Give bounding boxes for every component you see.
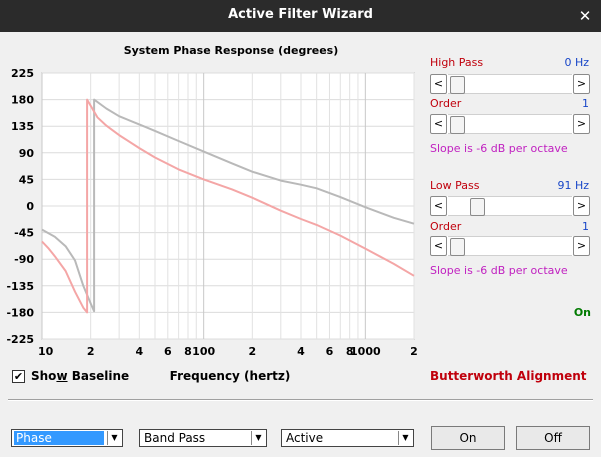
y-tick-label: 225 — [11, 67, 34, 80]
low-pass-label: Low Pass — [430, 179, 480, 192]
chevron-down-icon[interactable]: ▼ — [107, 431, 121, 445]
x-tick-label: 8 — [184, 345, 192, 358]
y-tick-label: 0 — [26, 200, 34, 213]
mode-select-value: Active — [286, 431, 324, 445]
y-tick-label: 135 — [11, 120, 34, 133]
show-baseline-checkbox[interactable]: ✔ Show Baseline — [12, 369, 129, 383]
x-tick-label: 6 — [326, 345, 334, 358]
high-pass-slope: Slope is -6 dB per octave — [430, 142, 568, 155]
high-pass-slider[interactable]: < > — [430, 74, 590, 94]
high-pass-value: 0 Hz — [564, 56, 589, 69]
x-axis-label: Frequency (hertz) — [169, 369, 291, 383]
high-pass-order-track[interactable] — [448, 114, 572, 134]
x-tick-label: 1000 — [350, 345, 381, 358]
view-select[interactable]: Phase ▼ — [11, 429, 123, 447]
low-pass-slider[interactable]: < > — [430, 196, 590, 216]
series-line-1 — [41, 98, 415, 313]
series-line-2 — [41, 98, 415, 314]
filter-type-select[interactable]: Band Pass ▼ — [139, 429, 267, 447]
high-pass-thumb[interactable] — [450, 76, 465, 94]
view-select-value: Phase — [14, 431, 104, 445]
low-pass-order-slider[interactable]: < > — [430, 236, 590, 256]
alignment-label: Butterworth Alignment — [430, 369, 587, 383]
high-pass-order-label: Order — [430, 97, 462, 110]
low-pass-increase-button[interactable]: > — [573, 196, 590, 216]
x-tick-label: 10 — [38, 345, 54, 358]
y-tick-label: 180 — [11, 94, 34, 107]
close-icon[interactable]: ✕ — [578, 7, 592, 25]
low-pass-order-thumb[interactable] — [450, 238, 465, 256]
low-pass-order-label: Order — [430, 220, 462, 233]
show-baseline-label: Show Baseline — [31, 369, 130, 383]
low-pass-order-increase-button[interactable]: > — [573, 236, 590, 256]
low-pass-decrease-button[interactable]: < — [430, 196, 447, 216]
chevron-down-icon[interactable]: ▼ — [398, 431, 412, 445]
low-pass-slope: Slope is -6 dB per octave — [430, 264, 568, 277]
x-tick-label: 6 — [164, 345, 172, 358]
y-tick-label: -225 — [6, 333, 34, 346]
high-pass-order-decrease-button[interactable]: < — [430, 114, 447, 134]
low-pass-value: 91 Hz — [557, 179, 589, 192]
high-pass-decrease-button[interactable]: < — [430, 74, 447, 94]
x-tick-label: 8 — [346, 345, 354, 358]
status-indicator: On — [573, 306, 591, 319]
x-tick-label: 100 — [192, 345, 215, 358]
y-tick-label: -45 — [14, 227, 34, 240]
chart-grid — [41, 72, 415, 340]
x-tick-label: 2 — [410, 345, 418, 358]
low-pass-order-track[interactable] — [448, 236, 572, 256]
high-pass-order-thumb[interactable] — [450, 116, 465, 134]
high-pass-order-slider[interactable]: < > — [430, 114, 590, 134]
checkbox-check-icon[interactable]: ✔ — [12, 369, 25, 383]
high-pass-track[interactable] — [448, 74, 572, 94]
low-pass-thumb[interactable] — [470, 198, 485, 216]
on-button[interactable]: On — [431, 426, 505, 450]
chart-title: System Phase Response (degrees) — [123, 44, 339, 57]
x-tick-label: 2 — [87, 345, 95, 358]
chart-series — [41, 98, 415, 314]
off-button[interactable]: Off — [516, 426, 590, 450]
y-tick-label: -135 — [6, 280, 34, 293]
title-bar: Active Filter Wizard ✕ — [0, 0, 601, 32]
y-tick-label: -180 — [6, 306, 34, 319]
filter-type-select-value: Band Pass — [144, 431, 206, 445]
y-tick-label: -90 — [14, 253, 34, 266]
low-pass-track[interactable] — [448, 196, 572, 216]
y-tick-label: 90 — [19, 147, 35, 160]
high-pass-label: High Pass — [430, 56, 484, 69]
mode-select[interactable]: Active ▼ — [281, 429, 414, 447]
high-pass-increase-button[interactable]: > — [573, 74, 590, 94]
x-tick-label: 4 — [297, 345, 305, 358]
separator — [8, 399, 593, 401]
high-pass-order-increase-button[interactable]: > — [573, 114, 590, 134]
y-tick-labels: 225 180 135 90 45 0 -45 -90 -135 -180 -225 — [6, 67, 34, 346]
low-pass-order-decrease-button[interactable]: < — [430, 236, 447, 256]
high-pass-order-value: 1 — [582, 97, 589, 110]
x-tick-label: 2 — [249, 345, 257, 358]
y-tick-label: 45 — [19, 173, 34, 186]
low-pass-order-value: 1 — [582, 220, 589, 233]
window-title: Active Filter Wizard — [228, 7, 373, 22]
x-tick-label: 4 — [136, 345, 144, 358]
chevron-down-icon[interactable]: ▼ — [251, 431, 265, 445]
